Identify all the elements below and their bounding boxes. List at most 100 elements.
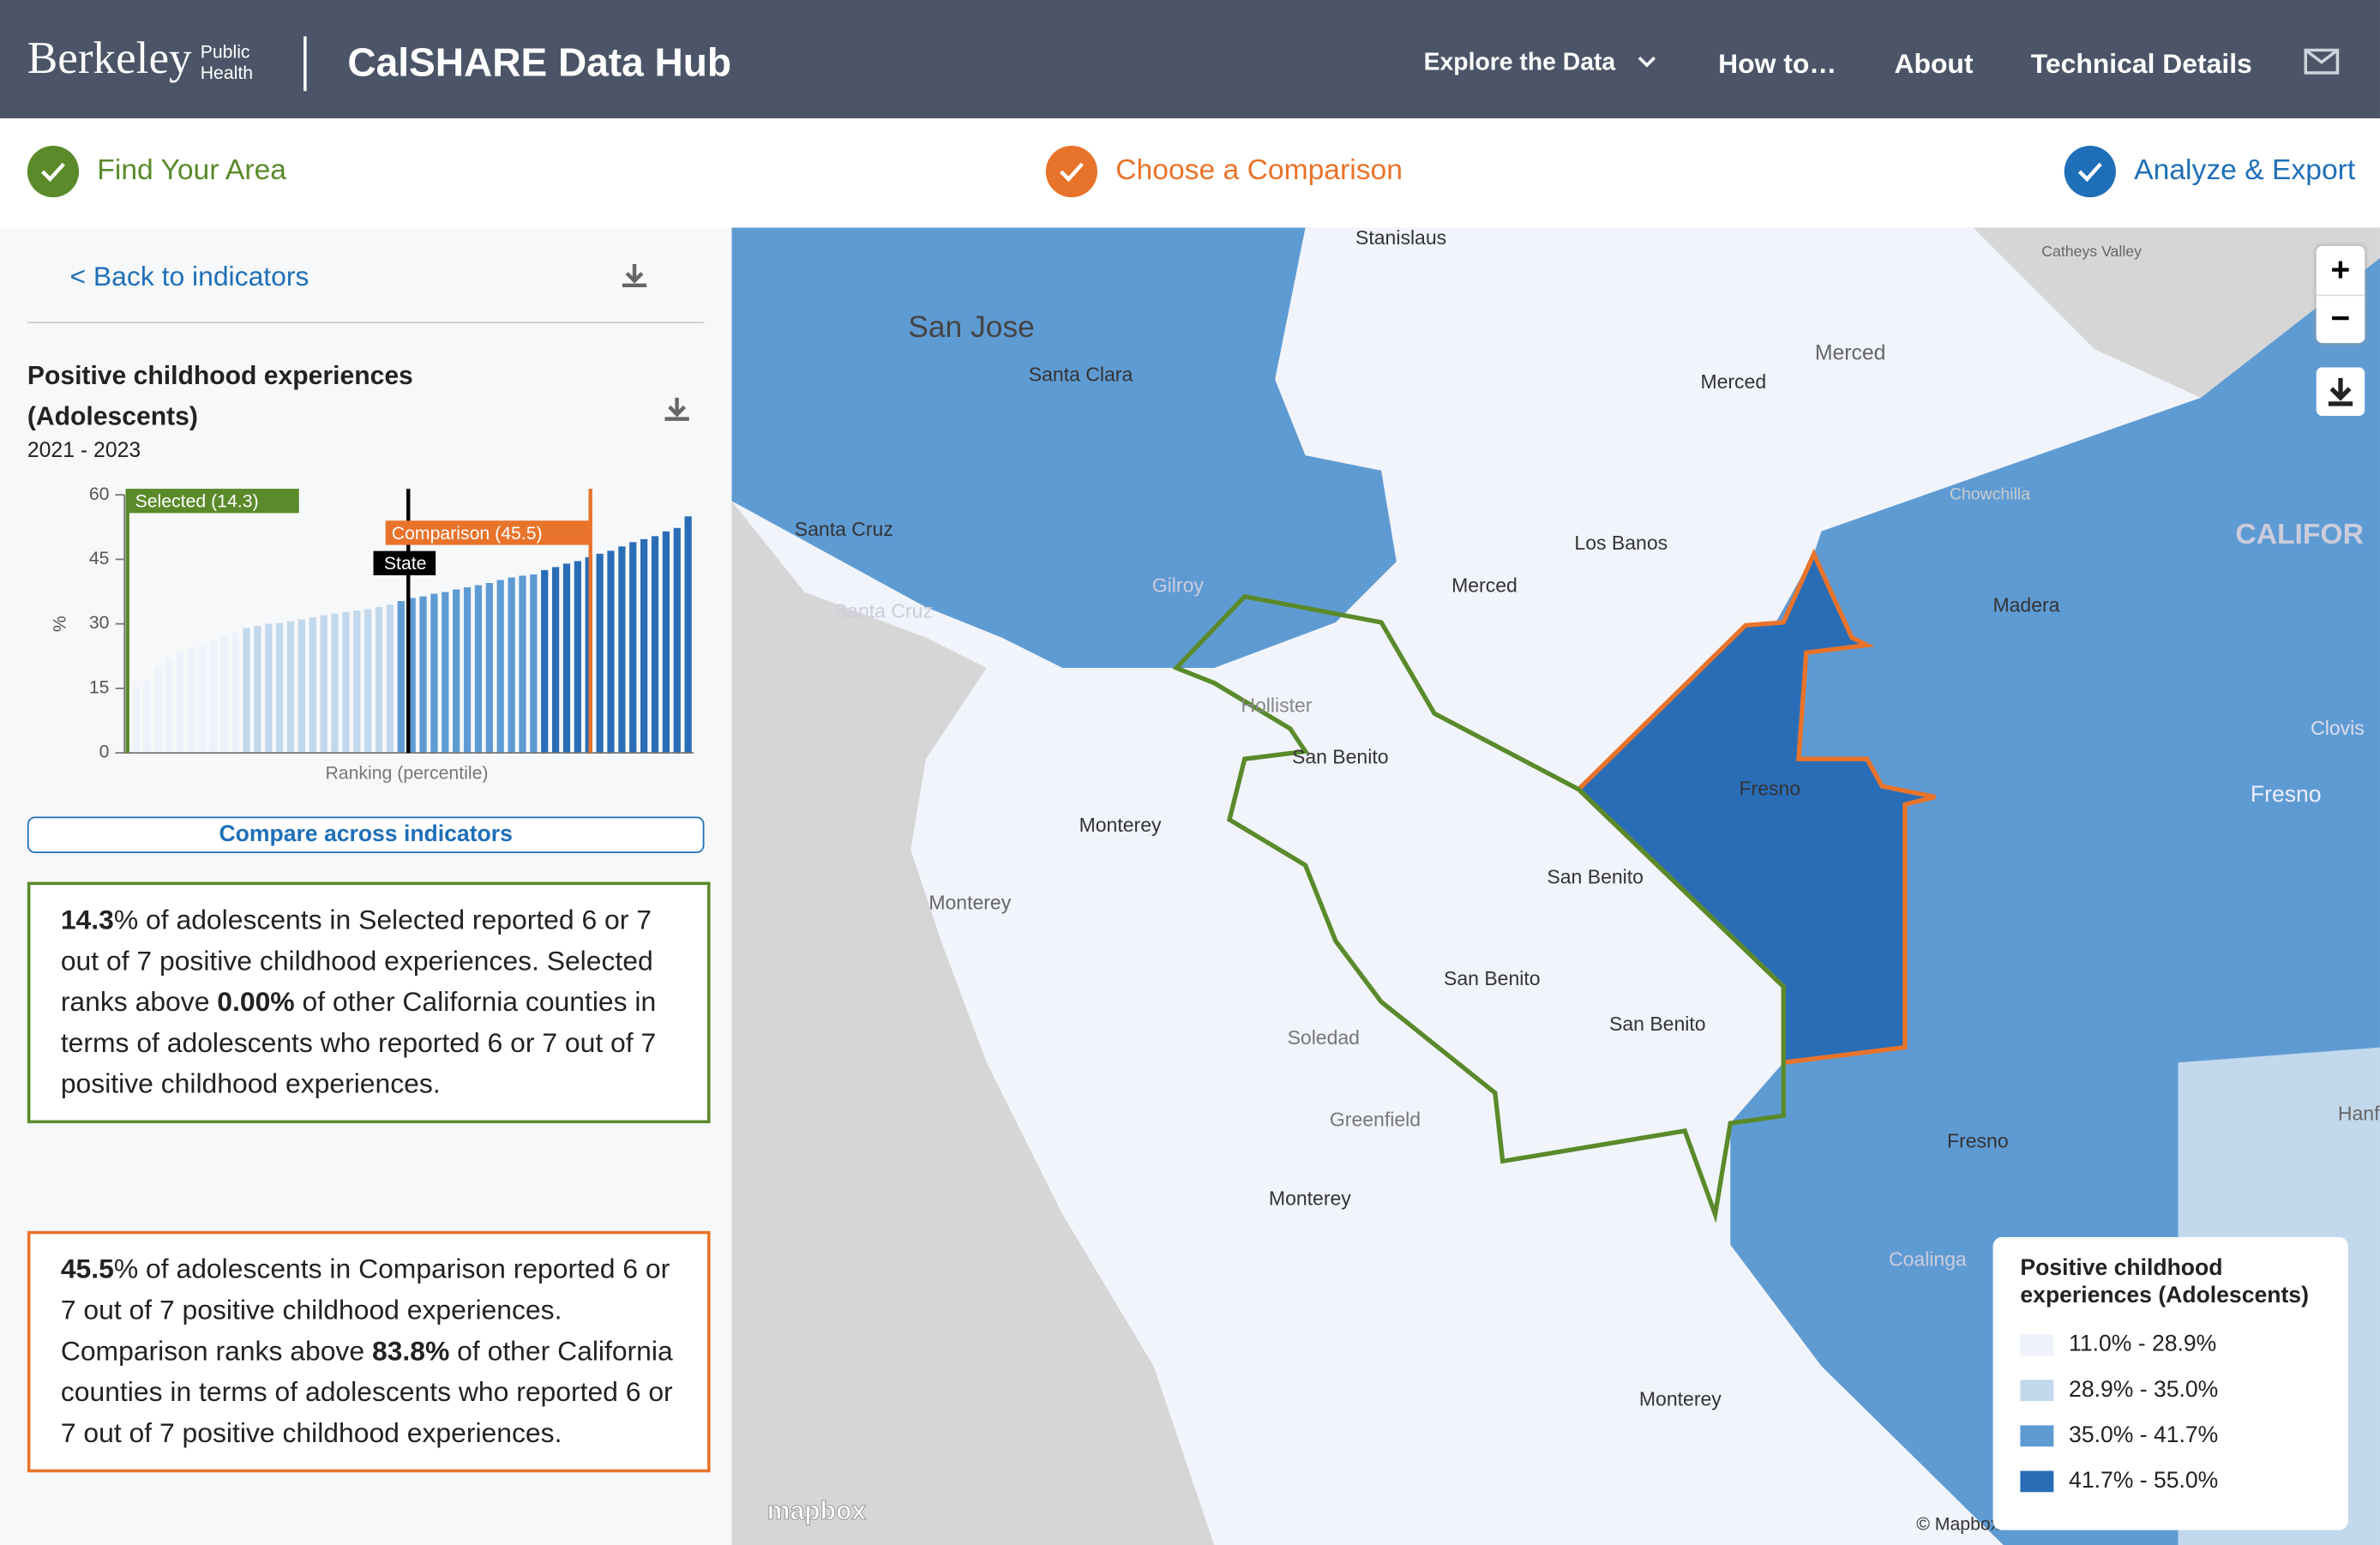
comparison-label: Comparison (45.5) (392, 523, 543, 544)
state-label: State (384, 553, 427, 574)
zoom-controls: + − (2316, 245, 2365, 344)
nav-item[interactable]: How to… (1718, 48, 1837, 80)
bar (154, 666, 162, 754)
bar (309, 617, 316, 754)
step[interactable]: Choose a Comparison (1045, 145, 1403, 198)
place-label: Monterey (929, 891, 1011, 913)
bar (331, 613, 339, 754)
bar (286, 621, 295, 754)
bar (397, 601, 405, 754)
legend-item: 11.0% - 28.9% (2020, 1332, 2347, 1357)
bar (442, 592, 449, 754)
nav-item[interactable]: Technical Details (2030, 48, 2252, 80)
place-label: Gilroy (1152, 574, 1205, 596)
bar (596, 553, 604, 754)
legend-item: 28.9% - 35.0% (2020, 1377, 2347, 1403)
separator (27, 322, 705, 324)
place-label: Stanislaus (1355, 228, 1446, 249)
selected-area[interactable] (1172, 593, 1786, 1223)
download-icon[interactable] (662, 394, 692, 424)
place-label: Santa Cruz (795, 518, 893, 540)
bar (209, 640, 217, 754)
region-gray (1973, 227, 2380, 398)
legend-swatch (2020, 1424, 2054, 1446)
bar (463, 586, 472, 754)
bar (496, 580, 504, 754)
bar (265, 623, 273, 754)
y-tick-label: 15 (89, 676, 110, 697)
brand: Berkeley (27, 33, 192, 84)
brand-sub-line: Public (200, 40, 250, 63)
bar (662, 531, 670, 754)
divider (304, 36, 307, 92)
mapbox-logo: mapbox (767, 1497, 867, 1525)
place-label: Fresno (2251, 781, 2322, 807)
legend-title: Positive childhood experiences (Adolesce… (2020, 1255, 2309, 1309)
region (731, 227, 1397, 668)
text: of other California counties in terms of… (60, 1335, 673, 1448)
zoom-out[interactable]: − (2316, 294, 2365, 344)
place-label: Coalinga (1889, 1248, 1967, 1271)
legend-swatch (2020, 1333, 2054, 1356)
mail-icon[interactable] (2304, 48, 2340, 76)
step[interactable]: Find Your Area (27, 145, 286, 198)
bar (243, 628, 250, 754)
y-tick-label: 45 (89, 548, 110, 568)
bar (673, 527, 681, 754)
bar (474, 585, 483, 754)
y-tick-label: 60 (89, 484, 110, 504)
stepper: Find Your Area Choose a Comparison Analy… (0, 118, 2380, 230)
back-link[interactable]: < Back to indicators (69, 261, 310, 292)
bar (419, 596, 427, 754)
bar (386, 604, 394, 754)
summary-comparison: 45.5% of adolescents in Comparison repor… (27, 1230, 711, 1473)
bar (629, 542, 637, 754)
step-label: Analyze & Export (2134, 154, 2356, 187)
step[interactable]: Analyze & Export (2064, 145, 2356, 198)
nav-item[interactable]: About (1894, 48, 1974, 80)
comparison-area[interactable] (1575, 548, 1936, 1066)
value: 83.8% (371, 1335, 450, 1367)
bar (408, 598, 416, 754)
bar (519, 575, 526, 754)
place-label: San Jose (908, 310, 1035, 344)
map-download[interactable] (2316, 367, 2365, 417)
bar (187, 647, 195, 754)
place-label: Monterey (1269, 1187, 1351, 1210)
bar (530, 574, 538, 754)
legend-swatch (2020, 1379, 2054, 1401)
bar (132, 686, 140, 754)
place-label: Santa Clara (1029, 363, 1133, 385)
place-label: Los Banos (1574, 532, 1668, 554)
place-label: San Benito (1547, 865, 1644, 887)
place-label: San Benito (1444, 967, 1541, 989)
place-label: Merced (1700, 370, 1766, 393)
app-title: CalSHARE Data Hub (347, 39, 732, 86)
download-icon[interactable] (619, 262, 649, 292)
bar (198, 645, 207, 754)
nav-item[interactable]: Explore the Data (1423, 50, 1616, 76)
compare-button[interactable]: Compare across indicators (27, 816, 705, 853)
bar (254, 626, 261, 754)
bar (375, 607, 383, 754)
legend-item: 35.0% - 41.7% (2020, 1422, 2347, 1448)
map[interactable]: Stanislaus San Jose Santa Clara Merced M… (731, 227, 2380, 1545)
y-tick-label: 30 (89, 612, 110, 633)
place-label: San Benito (1292, 746, 1389, 768)
bar (165, 658, 173, 754)
legend: Positive childhood experiences (Adolesce… (1992, 1236, 2348, 1530)
place-label: Madera (1992, 593, 2059, 616)
bar (607, 550, 615, 754)
place-label: Merced (1815, 342, 1886, 365)
state-tag (373, 550, 436, 575)
attribution[interactable]: © Mapbox (1916, 1514, 1999, 1535)
bar (618, 546, 626, 754)
zoom-in[interactable]: + (2330, 250, 2351, 289)
ranking-chart: % Ranking (percentile) 0 15 30 45 60 Selected… (49, 484, 694, 784)
check (1045, 145, 1097, 198)
place-label: Santa Cruz (834, 600, 933, 622)
bar (342, 611, 350, 754)
bar (453, 589, 460, 754)
legend-item: 41.7% - 55.0% (2020, 1468, 2347, 1494)
